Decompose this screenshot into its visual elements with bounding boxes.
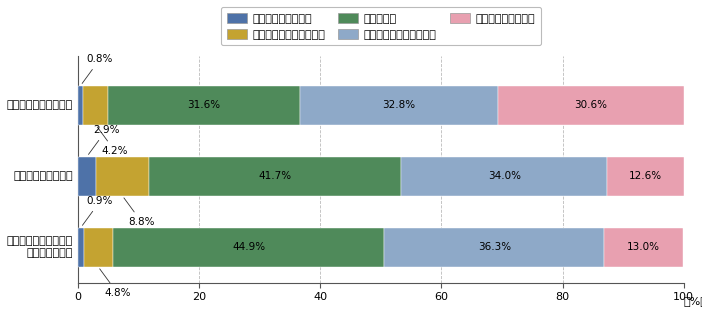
Text: 30.6%: 30.6% — [574, 100, 607, 110]
Bar — [83, 86, 108, 125]
X-axis label: （%）: （%） — [684, 296, 702, 306]
Text: 4.8%: 4.8% — [100, 269, 131, 298]
Text: 2.9%: 2.9% — [88, 125, 119, 154]
Bar — [149, 157, 402, 196]
Text: 41.7%: 41.7% — [258, 171, 292, 181]
Text: 31.6%: 31.6% — [187, 100, 220, 110]
Bar — [498, 86, 684, 125]
Text: 36.3%: 36.3% — [478, 242, 511, 252]
Text: 8.8%: 8.8% — [124, 198, 155, 227]
Bar — [84, 228, 112, 267]
Text: 0.8%: 0.8% — [82, 54, 113, 84]
Text: 12.6%: 12.6% — [629, 171, 662, 181]
Bar — [385, 228, 604, 267]
Bar — [95, 157, 149, 196]
Legend: 得られやすくなった, やや得られやすくなった, 変わらない, やや得られにくくなった, 得られにくくなった: 得られやすくなった, やや得られやすくなった, 変わらない, やや得られにくくな… — [221, 7, 541, 46]
Bar — [78, 86, 83, 125]
Text: 4.2%: 4.2% — [98, 127, 128, 156]
Bar — [78, 228, 84, 267]
Text: 0.9%: 0.9% — [82, 196, 113, 225]
Bar — [78, 157, 95, 196]
Bar — [402, 157, 607, 196]
Bar — [604, 228, 683, 267]
Text: 32.8%: 32.8% — [383, 100, 416, 110]
Bar — [112, 228, 385, 267]
Text: 34.0%: 34.0% — [488, 171, 521, 181]
Text: 13.0%: 13.0% — [627, 242, 660, 252]
Bar — [300, 86, 498, 125]
Bar — [607, 157, 684, 196]
Text: 44.9%: 44.9% — [232, 242, 265, 252]
Bar — [108, 86, 300, 125]
